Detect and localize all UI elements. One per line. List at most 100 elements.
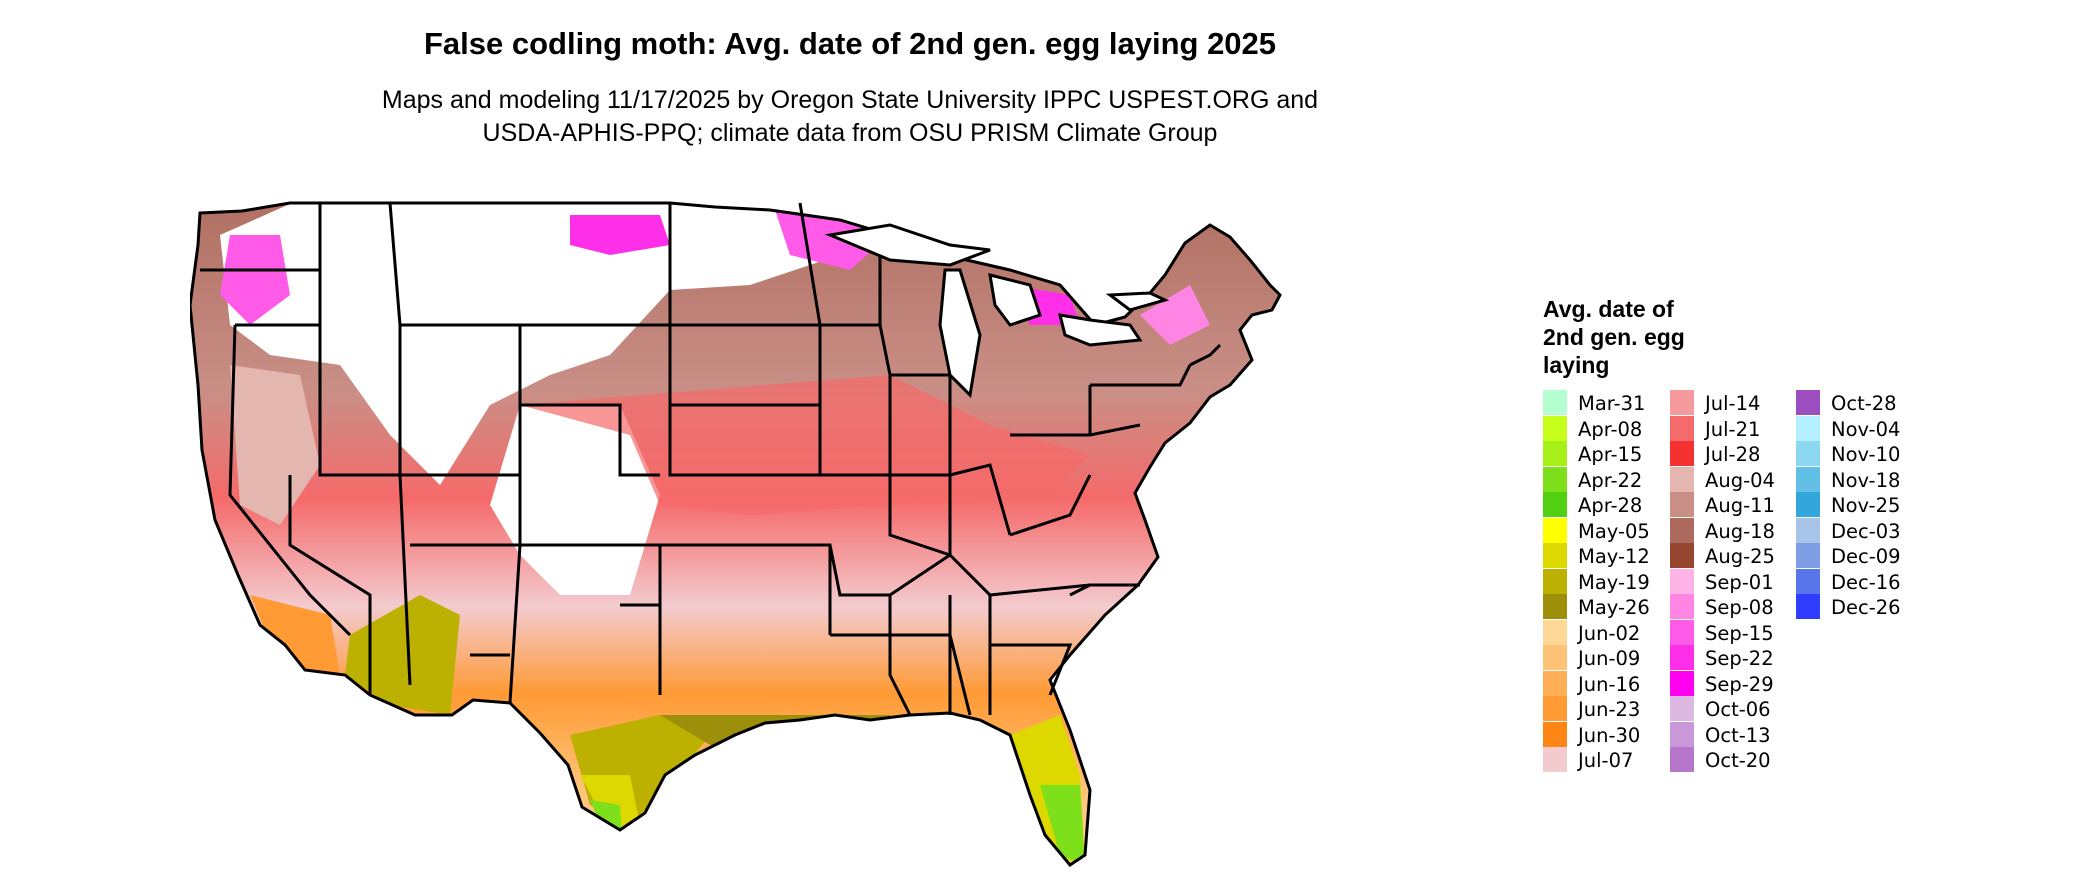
legend-label: Jun-02 xyxy=(1578,621,1641,645)
legend-swatch xyxy=(1796,517,1820,543)
legend-item: Aug-11 xyxy=(1670,492,1795,517)
legend-item: Jul-28 xyxy=(1670,441,1795,466)
legend-swatch xyxy=(1796,543,1820,568)
legend-swatch xyxy=(1796,492,1820,517)
legend-swatch xyxy=(1670,594,1694,619)
legend-label: Oct-20 xyxy=(1705,749,1771,772)
legend-swatch xyxy=(1670,747,1694,772)
legend-swatch xyxy=(1543,441,1567,466)
legend-item: Nov-18 xyxy=(1796,466,1921,492)
legend-item: Oct-06 xyxy=(1670,696,1795,721)
great-lakes xyxy=(824,223,1170,399)
legend-swatch xyxy=(1670,466,1694,492)
legend-label: May-19 xyxy=(1578,570,1650,594)
legend-swatch xyxy=(1543,721,1567,747)
legend-item: Aug-18 xyxy=(1670,517,1795,543)
us-map xyxy=(190,201,1282,867)
legend-swatch xyxy=(1796,441,1820,466)
legend-label: Jul-21 xyxy=(1705,417,1761,441)
legend-label: Jul-28 xyxy=(1705,443,1761,466)
legend-item: Jul-21 xyxy=(1670,415,1795,441)
legend-label: Dec-03 xyxy=(1831,519,1901,543)
legend-label: Jun-09 xyxy=(1578,647,1641,670)
legend-swatch xyxy=(1543,619,1567,645)
legend-swatch xyxy=(1670,390,1694,415)
legend-label: Dec-26 xyxy=(1831,596,1901,619)
legend-swatch xyxy=(1670,415,1694,441)
legend-label: Aug-18 xyxy=(1705,519,1775,543)
legend-swatch xyxy=(1543,543,1567,568)
legend-item: Jun-30 xyxy=(1543,721,1668,747)
state-borders xyxy=(190,201,1282,867)
legend-item: Nov-10 xyxy=(1796,441,1921,466)
legend-swatch xyxy=(1796,415,1820,441)
legend-label: Jun-16 xyxy=(1578,672,1641,696)
legend-item: Dec-03 xyxy=(1796,517,1921,543)
legend-label: Nov-04 xyxy=(1831,417,1901,441)
legend-title-line-3: laying xyxy=(1543,352,1610,378)
legend-item: Nov-04 xyxy=(1796,415,1921,441)
legend-swatch xyxy=(1543,594,1567,619)
legend-swatch xyxy=(1670,670,1694,696)
legend-item: Aug-25 xyxy=(1670,543,1795,568)
legend-item: Oct-20 xyxy=(1670,747,1795,772)
legend-item: Jun-23 xyxy=(1543,696,1668,721)
legend-label: Jul-07 xyxy=(1578,749,1634,772)
legend-swatch xyxy=(1796,390,1820,415)
legend-swatch xyxy=(1670,543,1694,568)
legend-item: Sep-22 xyxy=(1670,645,1795,670)
legend-item: Sep-15 xyxy=(1670,619,1795,645)
legend-swatch xyxy=(1543,517,1567,543)
legend-swatch xyxy=(1670,696,1694,721)
legend-item: Apr-22 xyxy=(1543,466,1668,492)
legend-swatch xyxy=(1796,594,1820,619)
legend-label: Nov-10 xyxy=(1831,443,1901,466)
legend-label: Jul-14 xyxy=(1705,392,1761,415)
legend-swatch xyxy=(1670,517,1694,543)
legend-item: Dec-16 xyxy=(1796,568,1921,594)
legend-item: Jun-02 xyxy=(1543,619,1668,645)
legend-item: May-26 xyxy=(1543,594,1668,619)
legend-label: Mar-31 xyxy=(1578,392,1646,415)
legend-item: Aug-04 xyxy=(1670,466,1795,492)
legend-swatch xyxy=(1543,492,1567,517)
legend-item: Jul-07 xyxy=(1543,747,1668,772)
legend-label: May-05 xyxy=(1578,519,1650,543)
legend-label: Dec-09 xyxy=(1831,545,1901,568)
legend-label: Jun-23 xyxy=(1578,698,1641,721)
legend-label: Apr-15 xyxy=(1578,443,1643,466)
legend-item: Apr-28 xyxy=(1543,492,1668,517)
legend-label: Apr-22 xyxy=(1578,468,1643,492)
legend-item: May-19 xyxy=(1543,568,1668,594)
legend-swatch xyxy=(1543,466,1567,492)
legend-swatch xyxy=(1670,721,1694,747)
legend-label: Sep-01 xyxy=(1705,570,1774,594)
legend-swatch xyxy=(1543,747,1567,772)
legend-label: Apr-08 xyxy=(1578,417,1643,441)
legend-swatch xyxy=(1543,415,1567,441)
legend-item: Sep-08 xyxy=(1670,594,1795,619)
legend-label: Dec-16 xyxy=(1831,570,1901,594)
legend-label: Apr-28 xyxy=(1578,494,1643,517)
legend-item: Dec-09 xyxy=(1796,543,1921,568)
legend-label: May-12 xyxy=(1578,545,1650,568)
legend-item: Dec-26 xyxy=(1796,594,1921,619)
legend-swatch xyxy=(1670,645,1694,670)
legend-swatch xyxy=(1543,645,1567,670)
legend-label: Aug-11 xyxy=(1705,494,1775,517)
legend-label: Oct-06 xyxy=(1705,698,1771,721)
legend-item: Sep-01 xyxy=(1670,568,1795,594)
legend-item: Apr-15 xyxy=(1543,441,1668,466)
subtitle-line-2: USDA-APHIS-PPQ; climate data from OSU PR… xyxy=(482,119,1218,147)
legend-item: Oct-28 xyxy=(1796,390,1921,415)
legend-swatch xyxy=(1543,670,1567,696)
legend-title-line-2: 2nd gen. egg xyxy=(1543,324,1685,350)
legend-label: Nov-25 xyxy=(1831,494,1901,517)
legend-item: Jun-16 xyxy=(1543,670,1668,696)
legend-swatch xyxy=(1543,696,1567,721)
legend-item: Jul-14 xyxy=(1670,390,1795,415)
subtitle-line-1: Maps and modeling 11/17/2025 by Oregon S… xyxy=(381,86,1319,114)
map-fill xyxy=(190,203,1280,865)
legend-label: Oct-28 xyxy=(1831,392,1897,415)
legend-item: Nov-25 xyxy=(1796,492,1921,517)
